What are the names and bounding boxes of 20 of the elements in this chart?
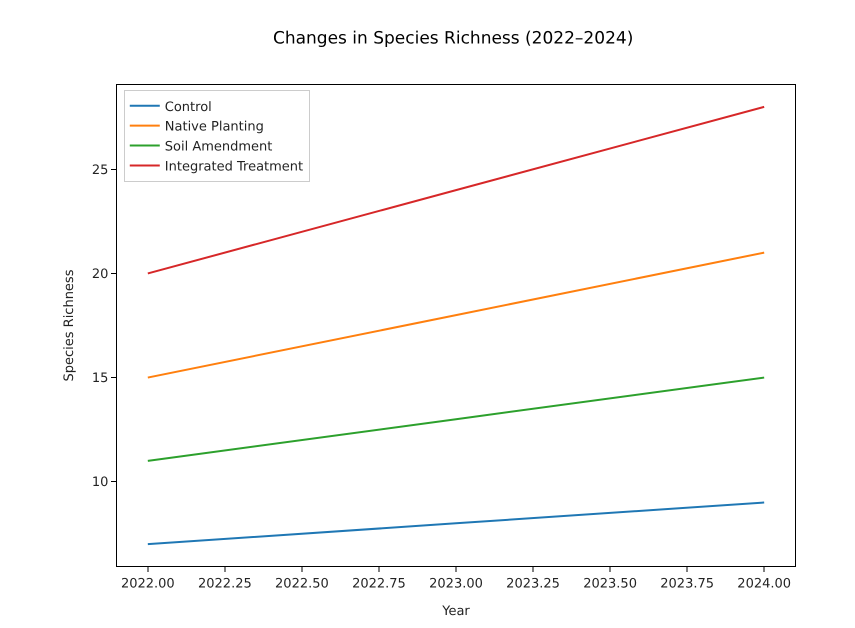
- y-tick-label: 10: [92, 475, 108, 490]
- y-tick-label: 25: [92, 162, 108, 178]
- x-tick-label: 2022.75: [352, 576, 406, 592]
- x-tick-label: 2022.00: [120, 576, 175, 592]
- legend-label: Soil Amendment: [164, 140, 272, 155]
- y-axis-title: Species Richness: [62, 269, 77, 382]
- y-tick-label: 15: [92, 371, 108, 386]
- x-axis-title: Year: [441, 604, 470, 620]
- chart-title: Changes in Species Richness (2022–2024): [272, 28, 634, 49]
- legend-label: Integrated Treatment: [164, 160, 304, 175]
- x-tick-label: 2023.00: [429, 576, 483, 592]
- x-tick-label: 2023.25: [506, 576, 560, 592]
- legend-label: Native Planting: [164, 120, 264, 135]
- x-tick-label: 2024.00: [737, 576, 792, 592]
- x-tick-label: 2022.25: [198, 576, 252, 592]
- x-tick-label: 2022.50: [275, 576, 329, 592]
- x-tick-label: 2023.50: [583, 576, 637, 592]
- y-tick-label: 20: [92, 266, 108, 282]
- x-tick-label: 2023.75: [660, 576, 714, 592]
- legend-label: Control: [164, 100, 212, 115]
